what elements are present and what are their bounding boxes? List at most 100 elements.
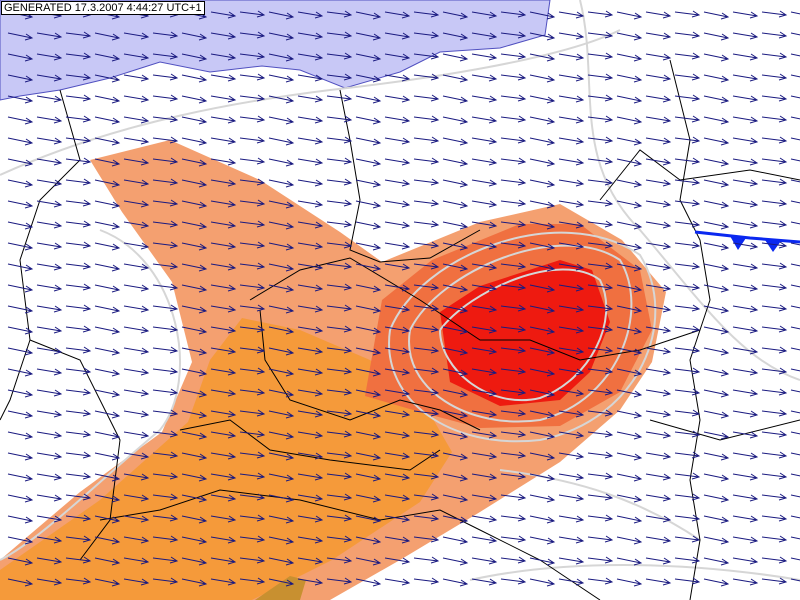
wind-arrow — [7, 431, 34, 440]
wind-arrow — [703, 158, 730, 167]
wind-arrow — [65, 514, 92, 522]
wind-arrow — [36, 389, 63, 397]
wind-arrow — [732, 32, 759, 40]
wind-arrow — [500, 325, 527, 333]
wind-arrow — [326, 73, 353, 81]
wind-arrow — [384, 116, 411, 124]
wind-arrow — [587, 52, 614, 60]
wind-arrow — [558, 494, 585, 502]
wind-arrow — [471, 32, 498, 40]
wind-arrow — [558, 179, 585, 187]
wind-arrow — [355, 95, 382, 104]
wind-arrow — [123, 410, 150, 418]
wind-arrow — [703, 347, 730, 356]
wind-arrow — [210, 452, 237, 460]
wind-arrow — [442, 410, 469, 419]
wind-arrow — [790, 557, 800, 561]
wind-arrow — [558, 53, 585, 61]
wind-arrow — [297, 242, 324, 250]
wind-arrow — [384, 452, 411, 460]
wind-arrow — [355, 578, 382, 587]
wind-arrow — [674, 199, 701, 207]
wind-arrow — [442, 74, 469, 83]
wind-arrow — [703, 452, 730, 461]
wind-arrow — [616, 557, 643, 566]
wind-arrow — [123, 473, 150, 481]
wind-arrow — [645, 179, 672, 187]
wind-arrow — [645, 200, 672, 208]
wind-arrow — [123, 263, 150, 271]
wind-arrow — [471, 200, 498, 208]
wind-arrow — [790, 347, 800, 351]
wind-arrow — [558, 557, 585, 565]
wind-arrow — [645, 158, 672, 166]
wind-arrow — [123, 452, 150, 460]
wind-arrow — [645, 221, 672, 229]
wind-arrow — [152, 52, 179, 60]
wind-arrow — [7, 452, 34, 461]
wind-arrow — [297, 179, 324, 187]
wind-arrow — [732, 284, 759, 292]
wind-arrow — [645, 578, 672, 586]
wind-arrow — [123, 494, 150, 502]
wind-arrow — [181, 284, 208, 293]
wind-arrow — [703, 536, 730, 545]
wind-arrow — [732, 200, 759, 208]
wind-arrow — [152, 136, 179, 144]
wind-arrow — [94, 368, 121, 377]
wind-arrow — [36, 95, 63, 103]
wind-arrow — [36, 431, 63, 439]
wind-arrow — [500, 493, 527, 501]
wind-arrow — [790, 158, 800, 162]
wind-arrow — [732, 536, 759, 544]
wind-arrow — [210, 305, 237, 313]
wind-arrow — [65, 367, 92, 375]
wind-arrow — [500, 556, 527, 564]
wind-arrow — [355, 473, 382, 482]
wind-arrow — [732, 263, 759, 271]
wind-arrow — [413, 451, 440, 459]
wind-arrow — [239, 136, 266, 144]
wind-arrow — [65, 115, 92, 123]
wind-arrow — [587, 388, 614, 396]
wind-arrow — [65, 493, 92, 501]
wind-arrow — [413, 304, 440, 312]
wind-arrow — [703, 95, 730, 104]
wind-arrow — [36, 557, 63, 565]
wind-arrow — [442, 431, 469, 440]
wind-arrow — [297, 473, 324, 481]
wind-arrow — [587, 73, 614, 81]
wind-arrow — [7, 536, 34, 545]
wind-arrow — [442, 494, 469, 503]
wind-arrow — [674, 451, 701, 459]
wind-arrow — [355, 347, 382, 356]
wind-arrow — [152, 535, 179, 543]
front — [694, 230, 800, 252]
wind-arrow — [558, 284, 585, 292]
wind-arrow — [123, 284, 150, 292]
wind-arrow — [65, 535, 92, 543]
wind-arrow — [123, 53, 150, 61]
wind-arrow — [732, 74, 759, 82]
wind-arrow — [703, 200, 730, 209]
wind-arrow — [384, 368, 411, 376]
wind-arrow — [123, 368, 150, 376]
wind-arrow — [297, 116, 324, 124]
wind-arrow — [471, 515, 498, 523]
wind-arrow — [616, 179, 643, 188]
wind-arrow — [384, 389, 411, 397]
wind-arrow — [471, 452, 498, 460]
wind-arrow — [442, 11, 469, 20]
wind-arrow — [326, 136, 353, 144]
wind-arrow — [674, 367, 701, 375]
wind-arrow — [674, 262, 701, 270]
wind-arrow — [355, 74, 382, 83]
wind-arrow — [65, 577, 92, 585]
wind-arrow — [529, 200, 556, 209]
wind-arrow — [558, 347, 585, 355]
wind-arrow — [326, 367, 353, 375]
wind-arrow — [413, 388, 440, 396]
wind-arrow — [94, 284, 121, 293]
wind-arrow — [500, 346, 527, 354]
